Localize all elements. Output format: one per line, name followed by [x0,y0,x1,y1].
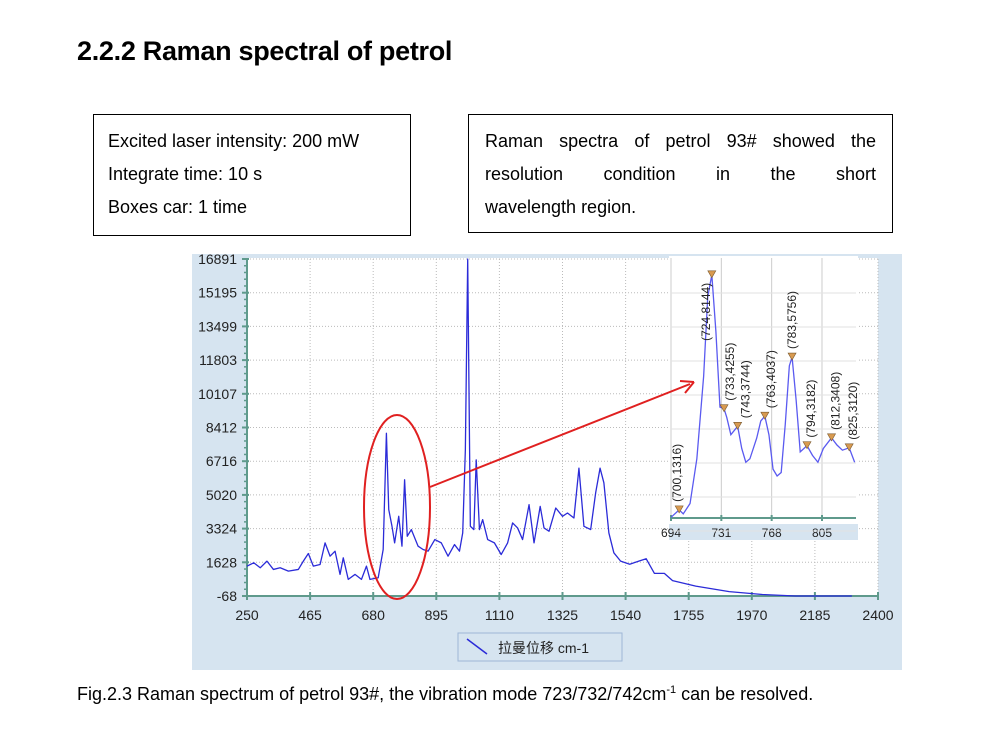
inset-x-tick-label: 731 [711,526,731,540]
x-tick-label: 2185 [799,607,830,623]
y-tick-label: 5020 [206,487,237,503]
inset-panel [669,256,858,540]
y-tick-label: 6716 [206,453,237,469]
x-tick-label: 1110 [485,607,514,623]
figure-caption: Fig.2.3 Raman spectrum of petrol 93#, th… [77,684,813,705]
peak-label: (794,3182) [804,380,818,438]
peak-marker [787,352,797,361]
peak-marker [760,411,770,420]
x-tick-label: 250 [235,607,259,623]
peak-marker [802,441,812,450]
peak-marker [844,443,854,452]
peak-label: (743,3744) [739,360,753,418]
y-tick-label: 8412 [206,420,237,436]
x-tick-label: 895 [425,607,449,623]
spectrum-line [246,258,852,597]
x-tick-label: 1540 [610,607,641,623]
inset-x-tick-label: 694 [661,526,681,540]
note-line: wavelength region. [485,197,637,217]
highlight-ellipse [363,414,431,600]
y-tick-label: 15195 [198,285,237,301]
caption-superscript: -1 [666,684,677,696]
x-tick-label: 1325 [547,607,578,623]
note-box: Raman spectra of petrol 93# showed the r… [468,114,893,233]
x-tick-label: 2400 [862,607,893,623]
y-tick-label: 3324 [206,521,237,537]
y-tick-label: 10107 [198,386,237,402]
peak-marker [707,270,717,279]
inset-x-tick-label: 805 [812,526,832,540]
x-tick-label: 680 [362,607,386,623]
peak-marker [733,421,743,430]
acquisition-params-box: Excited laser intensity: 200 mW Integrat… [93,114,411,236]
inset-x-tick-label: 768 [762,526,782,540]
peak-label: (812,3408) [829,372,843,430]
legend-swatch [466,638,488,655]
peak-label: (724,8144) [699,283,713,341]
x-tick-label: 1755 [673,607,704,623]
peak-label: (700,1316) [670,444,684,502]
peak-label: (825,3120) [846,382,860,440]
legend-box [457,632,623,662]
peak-marker [826,433,837,442]
zoom-arrow-line [429,383,691,488]
note-line: Raman spectra of petrol 93# showed the [485,131,876,151]
page-title: 2.2.2 Raman spectral of petrol [77,36,453,66]
note-line: resolution condition in the short [485,164,876,184]
inset-spectrum-line [670,274,856,518]
y-tick-label: -68 [217,588,237,604]
peak-marker [674,505,684,514]
peak-label: (763,4037) [764,350,778,408]
x-tick-label: 1970 [736,607,767,623]
peak-label: (783,5756) [785,291,799,349]
y-tick-label: 1628 [206,554,237,570]
caption-suffix: can be resolved. [676,684,814,704]
y-tick-label: 13499 [198,318,237,334]
inset-x-axis-band [669,524,858,540]
param-boxcar: Boxes car: 1 time [108,197,248,217]
caption-text: Fig.2.3 Raman spectrum of petrol 93#, th… [77,684,667,704]
legend-label: 拉曼位移 cm-1 [498,640,589,656]
y-tick-label: 11803 [199,352,237,368]
arrowhead-icon [679,380,695,394]
legend: 拉曼位移 cm-1 [457,632,623,662]
peak-marker [719,404,729,413]
param-laser-intensity: Excited laser intensity: 200 mW [108,131,360,151]
y-tick-label: 16891 [198,251,237,267]
param-integrate-time: Integrate time: 10 s [108,164,263,184]
x-tick-label: 465 [298,607,322,623]
peak-label: (733,4255) [723,343,737,401]
